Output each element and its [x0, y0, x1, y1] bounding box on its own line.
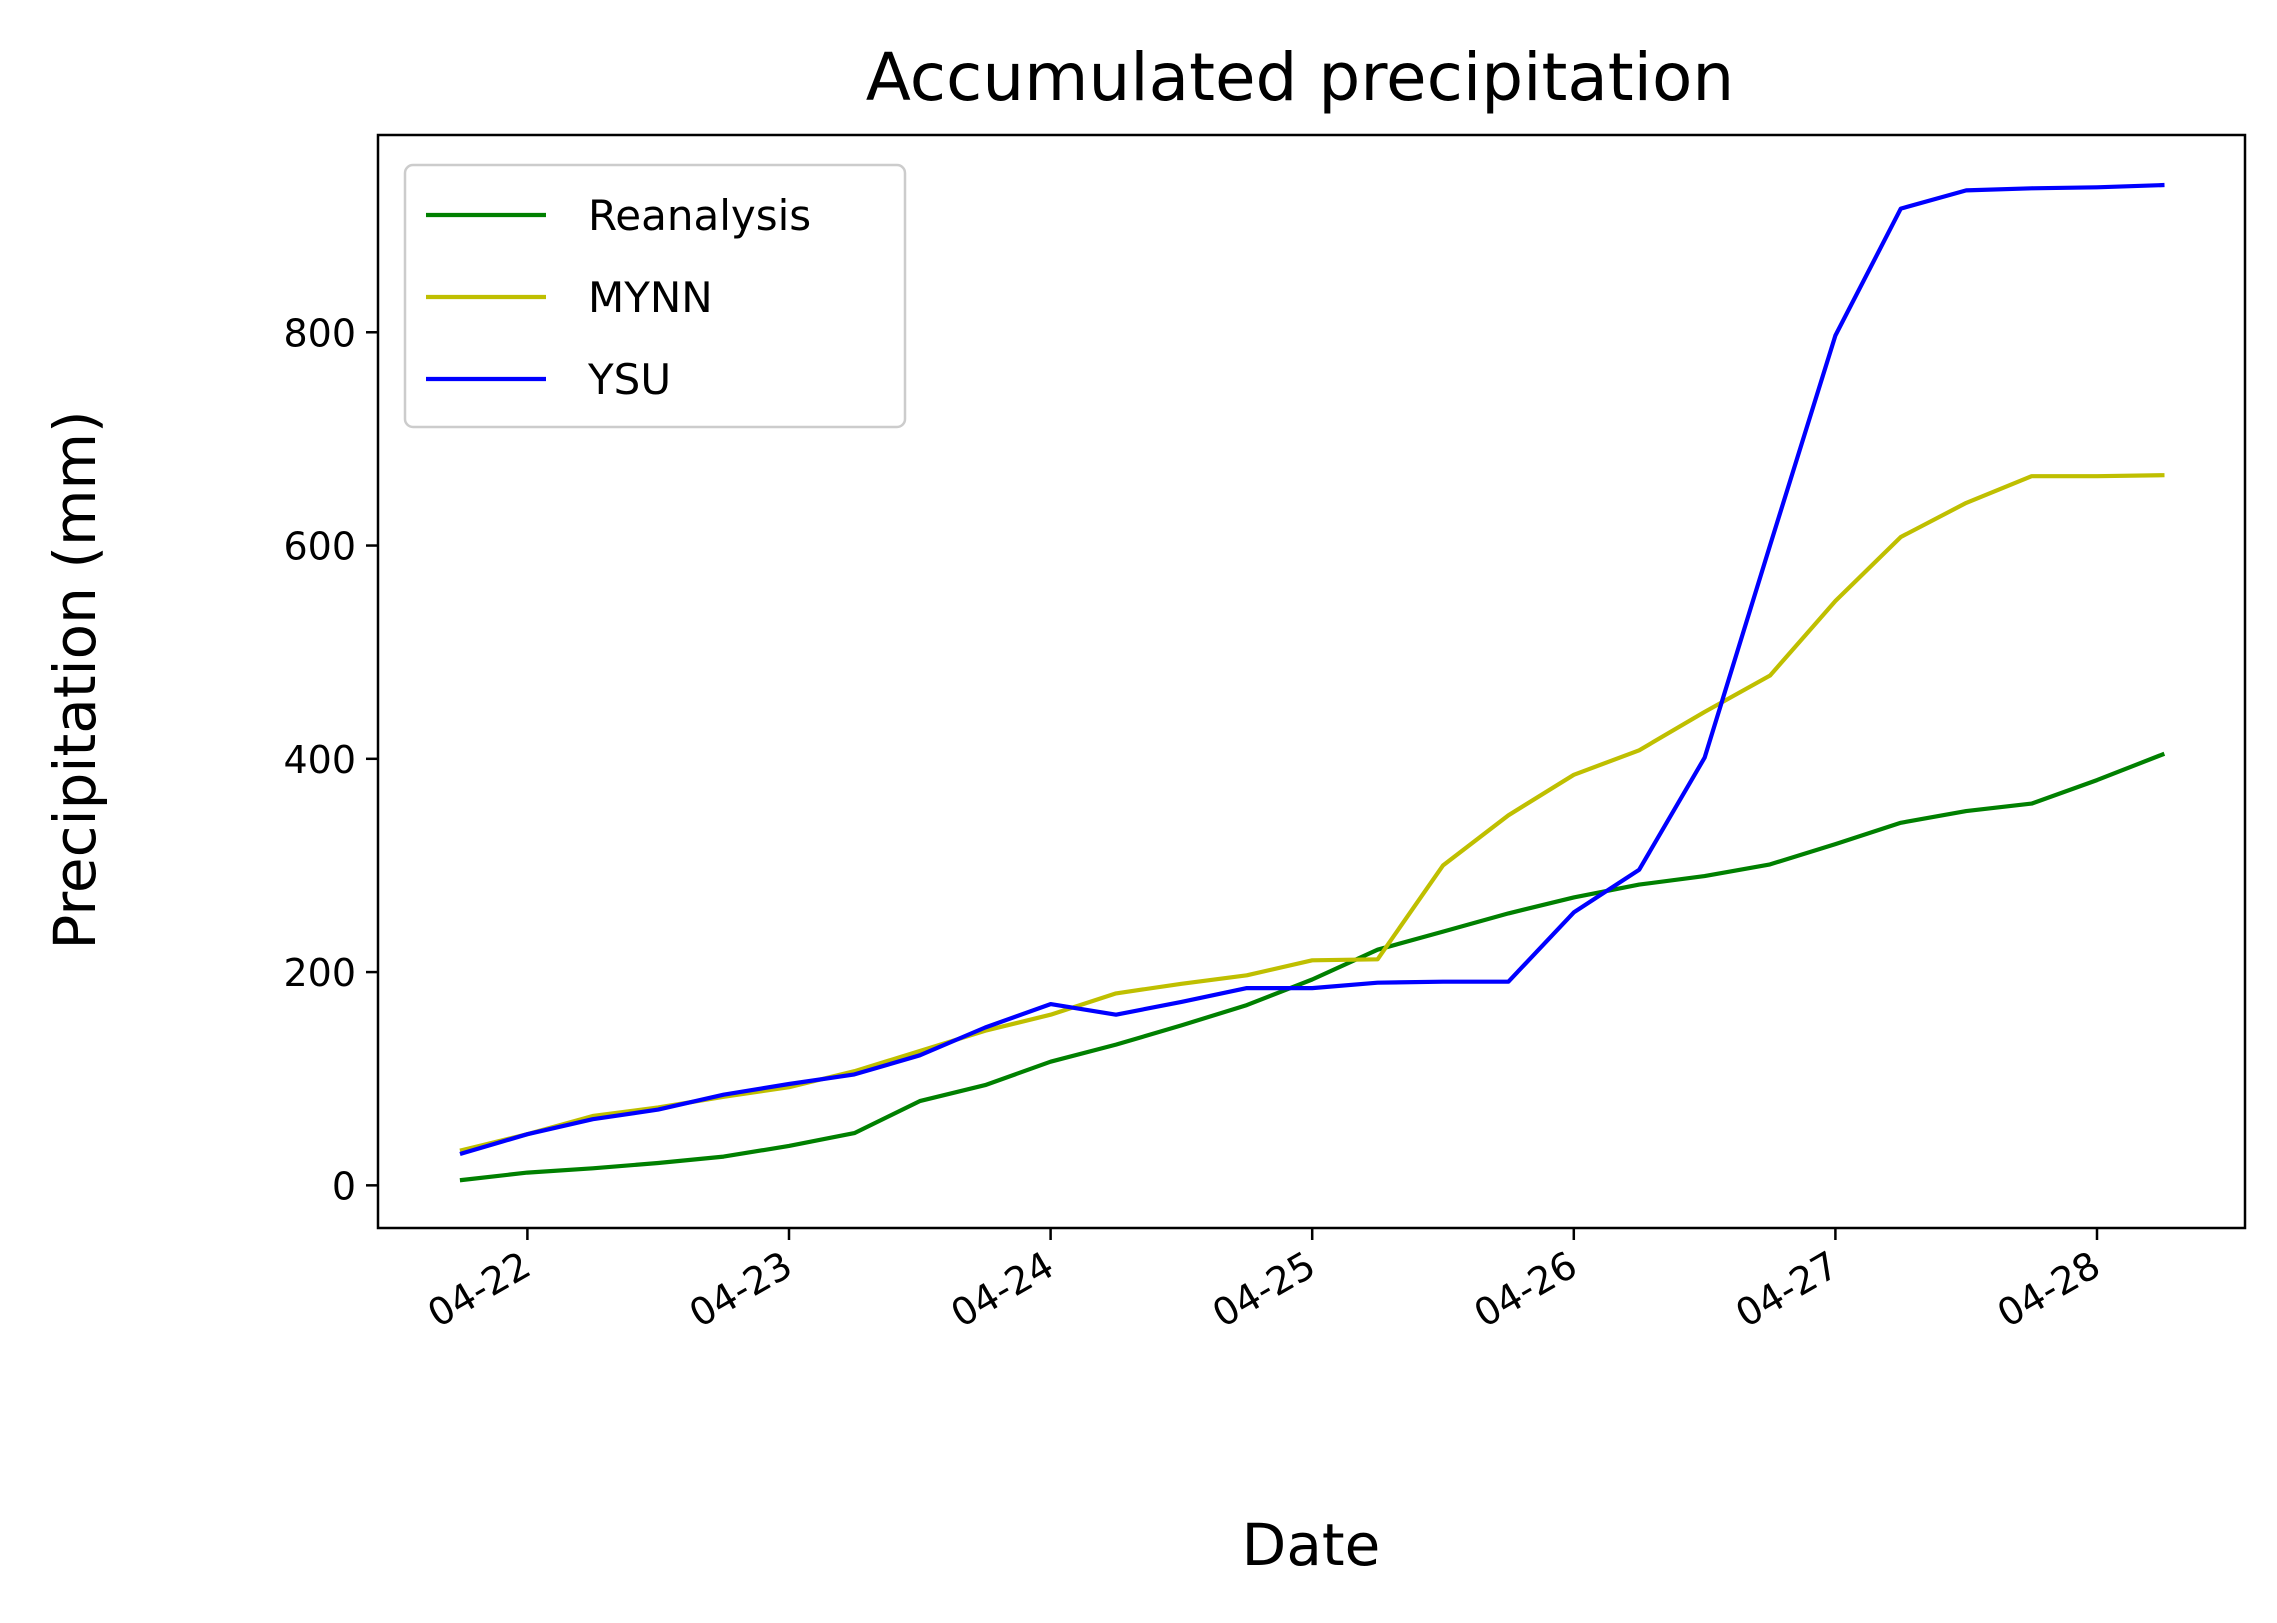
- y-axis: 0 200 400 600 800: [283, 311, 378, 1208]
- x-axis-label: Date: [1242, 1511, 1381, 1579]
- y-axis-label: Precipitation (mm): [41, 410, 109, 949]
- series-line-reanalysis: [459, 751, 2166, 1183]
- legend-label-mynn: MYNN: [588, 273, 713, 322]
- legend-frame: [403, 163, 907, 429]
- chart-title: Accumulated precipitation: [866, 39, 1734, 116]
- series-line-mynn: [459, 473, 2165, 1153]
- y-tick-label: 800: [283, 311, 356, 355]
- y-tick-label: 600: [283, 525, 356, 569]
- y-tick-label: 0: [332, 1164, 356, 1208]
- legend-label-reanalysis: Reanalysis: [588, 191, 811, 240]
- legend-label-ysu: YSU: [587, 355, 671, 404]
- y-tick-label: 400: [283, 738, 356, 782]
- series-line-ysu: [459, 182, 2165, 1157]
- series-layer: [459, 182, 2166, 1183]
- legend: Reanalysis MYNN YSU: [403, 163, 907, 429]
- y-tick-label: 200: [283, 951, 356, 995]
